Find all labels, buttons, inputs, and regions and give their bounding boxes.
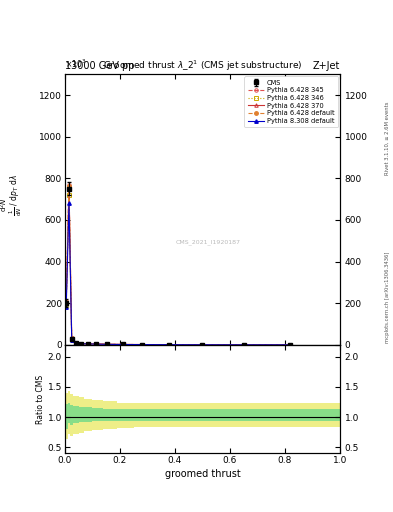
Pythia 6.428 345 xyxy=(241,342,246,348)
Pythia 6.428 346 xyxy=(288,342,293,348)
Pythia 6.428 345 xyxy=(69,335,74,342)
Text: $\frac{1}{\mathrm{d}N}\ /\ \mathrm{d}p_T\ \mathrm{d}\lambda$: $\frac{1}{\mathrm{d}N}\ /\ \mathrm{d}p_T… xyxy=(7,174,24,216)
Pythia 6.428 default xyxy=(79,340,84,347)
Pythia 6.428 346 xyxy=(94,341,99,347)
Text: mcplots.cern.ch [arXiv:1306.3436]: mcplots.cern.ch [arXiv:1306.3436] xyxy=(385,251,389,343)
Text: $\times 10^3$: $\times 10^3$ xyxy=(65,58,86,70)
Pythia 6.428 370 xyxy=(105,341,110,347)
Pythia 6.428 default xyxy=(167,342,172,348)
Pythia 8.308 default xyxy=(86,341,90,347)
Pythia 6.428 default xyxy=(120,342,125,348)
Pythia 6.428 346 xyxy=(66,192,72,198)
Pythia 6.428 345 xyxy=(86,340,90,347)
Pythia 6.428 370 xyxy=(140,342,144,348)
Pythia 6.428 370 xyxy=(120,342,125,348)
Pythia 6.428 345 xyxy=(288,342,293,348)
Pythia 8.308 default xyxy=(79,340,84,347)
Pythia 6.428 345 xyxy=(200,342,205,348)
Pythia 6.428 345 xyxy=(167,342,172,348)
Pythia 6.428 346 xyxy=(241,342,246,348)
Title: Groomed thrust $\lambda\_2^1$ (CMS jet substructure): Groomed thrust $\lambda\_2^1$ (CMS jet s… xyxy=(103,58,302,73)
Line: Pythia 6.428 345: Pythia 6.428 345 xyxy=(64,183,292,347)
Line: Pythia 6.428 346: Pythia 6.428 346 xyxy=(64,193,292,347)
Pythia 6.428 370 xyxy=(200,342,205,348)
Pythia 8.308 default xyxy=(200,342,205,348)
Legend: CMS, Pythia 6.428 345, Pythia 6.428 346, Pythia 6.428 370, Pythia 6.428 default,: CMS, Pythia 6.428 345, Pythia 6.428 346,… xyxy=(244,76,338,127)
Pythia 6.428 370 xyxy=(69,335,74,342)
Pythia 6.428 346 xyxy=(73,340,78,346)
Text: CMS_2021_I1920187: CMS_2021_I1920187 xyxy=(175,239,241,245)
Pythia 6.428 346 xyxy=(200,342,205,348)
Pythia 6.428 default xyxy=(73,339,78,346)
Text: $\mathrm{d}^2N$: $\mathrm{d}^2N$ xyxy=(0,197,9,212)
Pythia 6.428 370 xyxy=(167,342,172,348)
Pythia 6.428 370 xyxy=(288,342,293,348)
Pythia 6.428 345 xyxy=(120,342,125,348)
Pythia 6.428 345 xyxy=(94,341,99,347)
Pythia 6.428 default xyxy=(64,298,69,305)
Pythia 6.428 346 xyxy=(64,301,69,307)
X-axis label: groomed thrust: groomed thrust xyxy=(165,469,240,479)
Line: Pythia 8.308 default: Pythia 8.308 default xyxy=(64,202,292,347)
Pythia 8.308 default xyxy=(64,304,69,310)
Pythia 8.308 default xyxy=(73,340,78,346)
Pythia 6.428 default xyxy=(94,341,99,347)
Pythia 8.308 default xyxy=(288,342,293,348)
Pythia 6.428 default xyxy=(288,342,293,348)
Pythia 6.428 370 xyxy=(66,184,72,190)
Pythia 8.308 default xyxy=(94,341,99,347)
Pythia 8.308 default xyxy=(241,342,246,348)
Pythia 8.308 default xyxy=(105,342,110,348)
Pythia 6.428 default xyxy=(140,342,144,348)
Pythia 8.308 default xyxy=(120,342,125,348)
Pythia 6.428 345 xyxy=(79,340,84,347)
Pythia 6.428 370 xyxy=(73,339,78,346)
Pythia 6.428 345 xyxy=(105,341,110,347)
Pythia 6.428 346 xyxy=(86,341,90,347)
Pythia 6.428 345 xyxy=(66,181,72,187)
Pythia 6.428 345 xyxy=(140,342,144,348)
Pythia 6.428 346 xyxy=(69,336,74,342)
Pythia 6.428 370 xyxy=(241,342,246,348)
Pythia 6.428 default xyxy=(86,340,90,347)
Y-axis label: Ratio to CMS: Ratio to CMS xyxy=(36,374,45,423)
Pythia 6.428 default xyxy=(69,335,74,342)
Line: Pythia 6.428 default: Pythia 6.428 default xyxy=(64,184,292,347)
Pythia 8.308 default xyxy=(66,200,72,206)
Pythia 6.428 default xyxy=(105,341,110,347)
Pythia 6.428 346 xyxy=(167,342,172,348)
Pythia 6.428 346 xyxy=(120,342,125,348)
Pythia 6.428 370 xyxy=(86,340,90,347)
Pythia 6.428 370 xyxy=(79,340,84,347)
Pythia 6.428 345 xyxy=(73,339,78,346)
Pythia 6.428 370 xyxy=(94,341,99,347)
Pythia 8.308 default xyxy=(167,342,172,348)
Line: Pythia 6.428 370: Pythia 6.428 370 xyxy=(64,185,292,347)
Pythia 6.428 345 xyxy=(64,298,69,304)
Pythia 8.308 default xyxy=(140,342,144,348)
Text: 13000 GeV pp: 13000 GeV pp xyxy=(65,60,134,71)
Text: Z+Jet: Z+Jet xyxy=(312,60,340,71)
Pythia 6.428 346 xyxy=(140,342,144,348)
Pythia 8.308 default xyxy=(69,336,74,343)
Pythia 6.428 default xyxy=(241,342,246,348)
Pythia 6.428 346 xyxy=(105,341,110,347)
Pythia 6.428 346 xyxy=(79,340,84,347)
Pythia 6.428 default xyxy=(66,183,72,189)
Pythia 6.428 370 xyxy=(64,299,69,305)
Pythia 6.428 default xyxy=(200,342,205,348)
Text: Rivet 3.1.10, ≥ 2.6M events: Rivet 3.1.10, ≥ 2.6M events xyxy=(385,101,389,175)
